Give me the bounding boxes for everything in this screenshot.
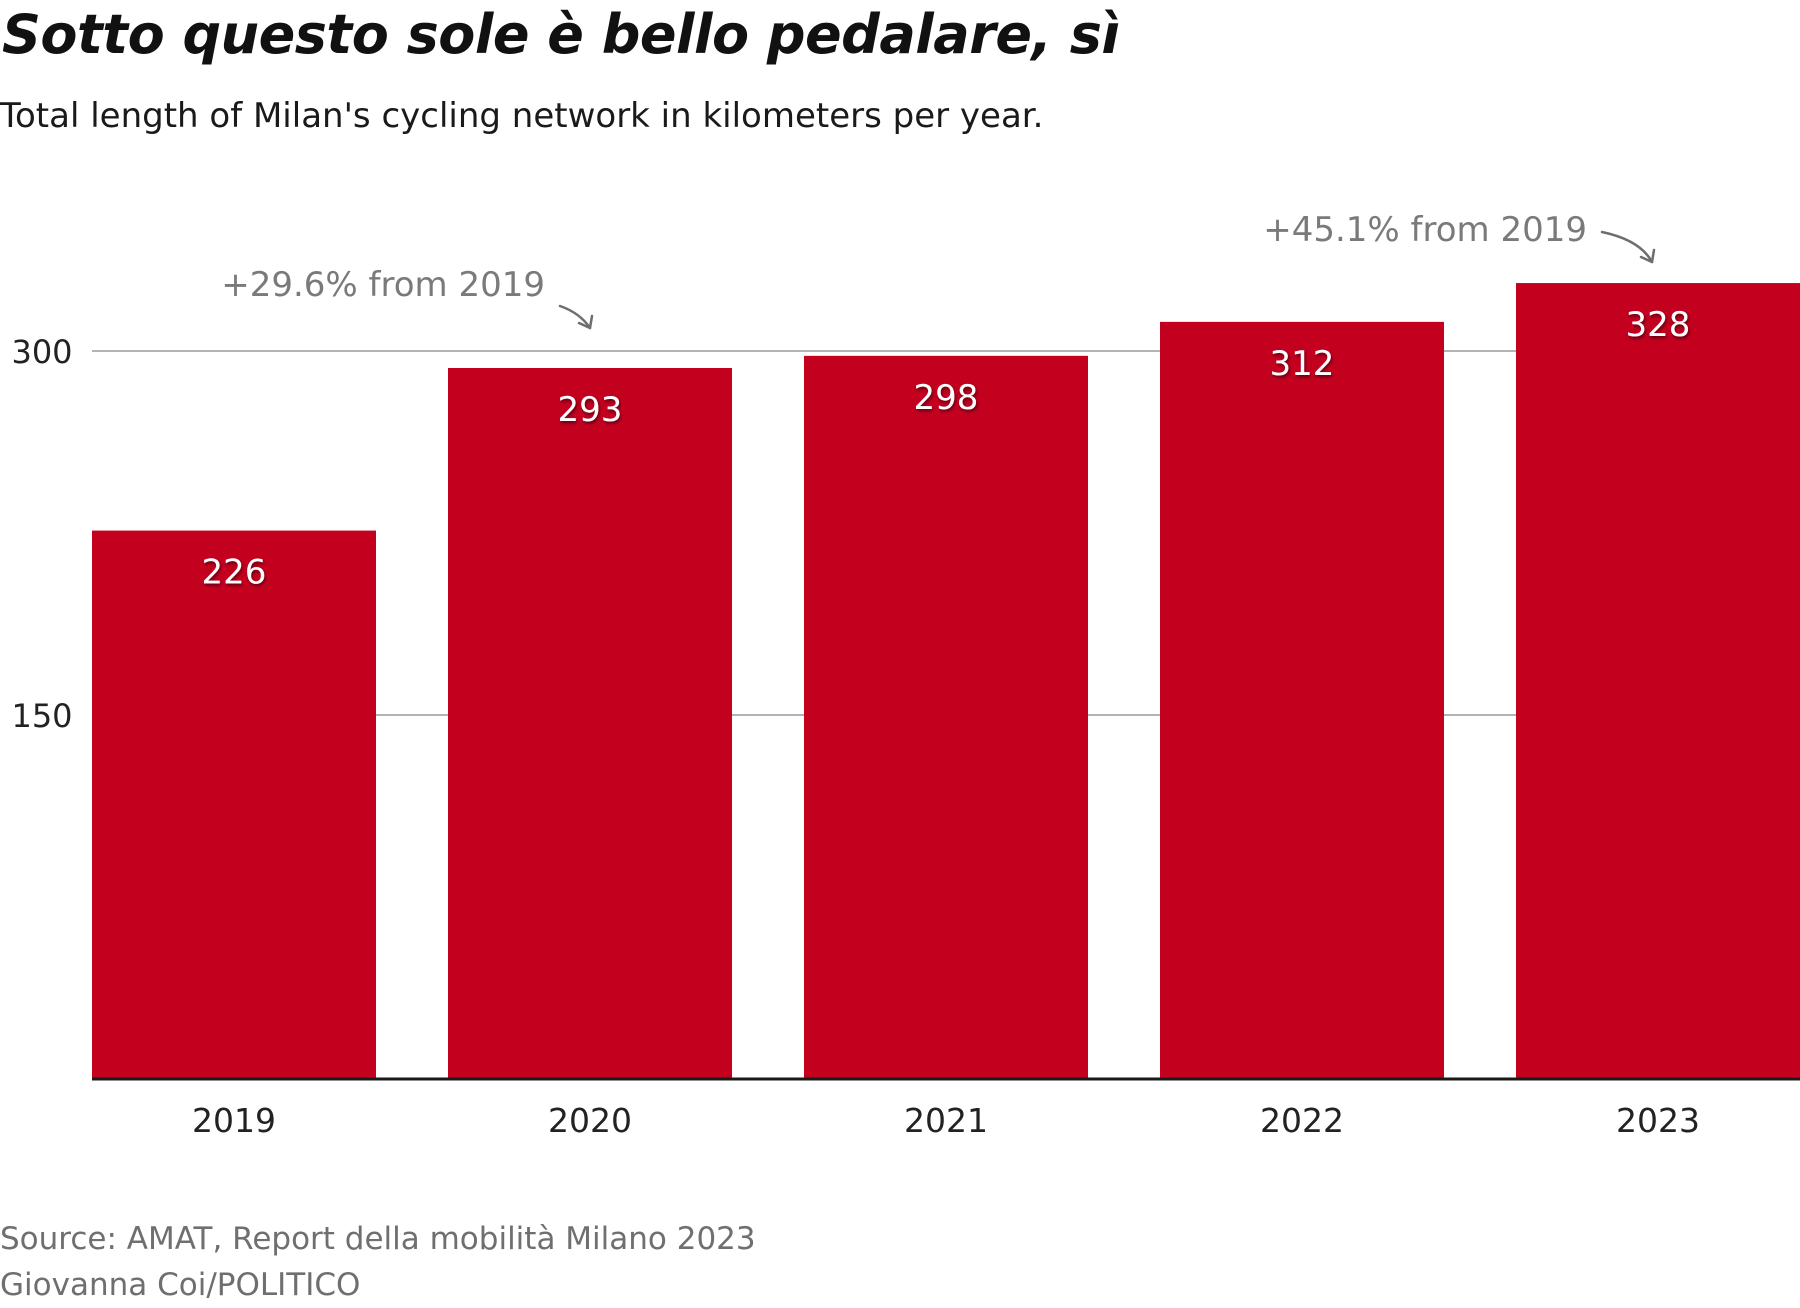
chart-title: Sotto questo sole è bello pedalare, sì <box>2 3 1120 66</box>
annotation-arrow <box>1600 230 1654 264</box>
source-note: Source: AMAT, Report della mobilità Mila… <box>0 1221 756 1257</box>
annotation-label: +45.1% from 2019 <box>1263 210 1587 250</box>
chart-subtitle: Total length of Milan's cycling network … <box>0 96 1044 136</box>
annotations: +29.6% from 2019 +45.1% from 2019 <box>221 210 1656 330</box>
bar-2022 <box>1160 321 1444 1079</box>
bar-2021 <box>804 355 1088 1079</box>
bar-value-label: 328 <box>1626 305 1691 345</box>
credit-note: Giovanna Coi/POLITICO <box>0 1267 361 1303</box>
chart-footer: Source: AMAT, Report della mobilità Mila… <box>0 1216 756 1308</box>
bar-value-label: 298 <box>914 378 979 418</box>
annotation-arrowhead <box>1639 248 1656 264</box>
bar-2020 <box>448 367 732 1079</box>
y-axis-ticks: 150 300 <box>11 333 72 735</box>
x-tick-label: 2022 <box>1260 1101 1344 1140</box>
bar-value-labels: 226 293 298 312 328 <box>202 305 1691 593</box>
annotation-arrow <box>558 304 592 330</box>
x-tick-label: 2020 <box>548 1101 632 1140</box>
y-tick-label: 150 <box>11 697 72 735</box>
bars <box>92 283 1800 1079</box>
x-axis-ticks: 2019 2020 2021 2022 2023 <box>192 1101 1700 1140</box>
x-tick-label: 2021 <box>904 1101 988 1140</box>
bar-value-label: 226 <box>202 553 267 593</box>
annotation-label: +29.6% from 2019 <box>221 265 545 305</box>
annotation-arrowhead <box>577 314 594 330</box>
y-tick-label: 300 <box>11 333 72 371</box>
x-tick-label: 2019 <box>192 1101 276 1140</box>
bar-2023 <box>1516 283 1800 1079</box>
bar-2019 <box>92 530 376 1079</box>
x-tick-label: 2023 <box>1616 1101 1700 1140</box>
bar-value-label: 312 <box>1270 344 1335 384</box>
bar-value-label: 293 <box>558 390 623 430</box>
